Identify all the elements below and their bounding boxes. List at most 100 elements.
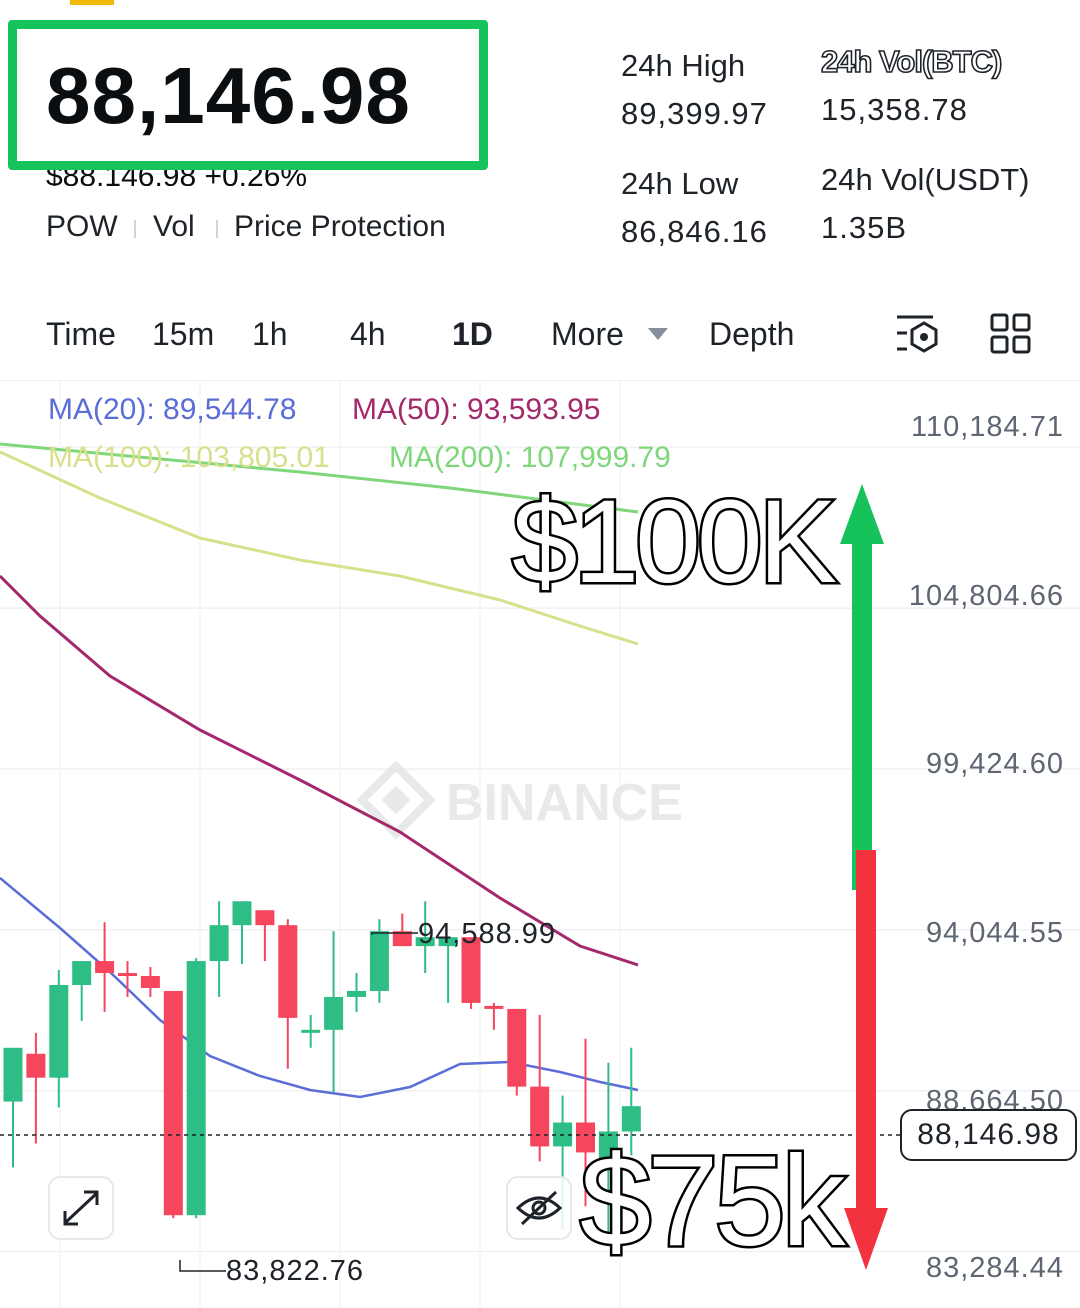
- high-marker-label: 94,588.99: [418, 918, 557, 950]
- tab-4h[interactable]: 4h: [350, 316, 386, 352]
- vol-usdt-value: 1.35B: [821, 210, 908, 245]
- high-marker-leader: [371, 932, 418, 935]
- tab-1d[interactable]: 1D: [452, 316, 493, 352]
- tab-1h[interactable]: 1h: [252, 316, 288, 352]
- candle-body: [140, 976, 160, 988]
- chevron-down-icon[interactable]: [648, 328, 668, 340]
- candle: [118, 961, 137, 997]
- candle: [163, 990, 183, 1219]
- candle-body: [415, 937, 435, 947]
- candle-body: [72, 961, 92, 985]
- expand-icon: [63, 1190, 99, 1226]
- candle: [598, 1062, 618, 1236]
- expand-button[interactable]: [48, 1176, 114, 1240]
- candle: [576, 1038, 595, 1207]
- candle: [209, 901, 229, 997]
- price-highlight-box: [8, 20, 488, 170]
- candle: [26, 1032, 46, 1144]
- tab-more[interactable]: More: [551, 316, 624, 352]
- candle: [507, 1008, 527, 1096]
- vol-link[interactable]: Vol: [153, 210, 195, 243]
- watermark-logo: [356, 760, 436, 840]
- candle-body: [49, 984, 69, 1078]
- candle-body: [26, 1053, 46, 1078]
- candle-body: [438, 937, 458, 947]
- candle-body: [278, 925, 298, 1018]
- ma20-label: MA(20): 89,544.78: [48, 393, 297, 426]
- candle: [278, 919, 298, 1069]
- up-arrow: [840, 484, 884, 890]
- candle-body: [255, 910, 275, 926]
- chart-grid: [0, 380, 1080, 1308]
- candle: [392, 913, 412, 947]
- high-value: 89,399.97: [621, 96, 768, 131]
- candle-body: [3, 1047, 23, 1102]
- last-price: 88,146.98: [46, 51, 411, 140]
- y-tick: 104,804.66: [908, 580, 1064, 612]
- candle: [95, 922, 115, 1012]
- candle: [324, 931, 344, 1093]
- candle: [461, 937, 481, 1009]
- ma100-label: MA(100): 103,805.01: [48, 441, 330, 474]
- candle-body: [576, 1122, 595, 1153]
- candle: [72, 961, 92, 1021]
- candlestick-chart[interactable]: BINANCE: [0, 380, 1080, 1308]
- candle-body: [369, 931, 389, 991]
- candle-body: [484, 1005, 504, 1009]
- candle: [484, 1002, 504, 1030]
- candle-body: [301, 1029, 321, 1033]
- high-label: 24h High: [621, 48, 746, 83]
- low-label: 24h Low: [621, 166, 739, 201]
- candle-body: [209, 925, 229, 962]
- low-value: 86,846.16: [621, 214, 768, 249]
- ma200-line: [0, 442, 639, 514]
- y-tick: 99,424.60: [925, 748, 1064, 780]
- divider: [134, 220, 136, 238]
- pow-link[interactable]: POW: [46, 210, 118, 243]
- watermark-text: BINANCE: [446, 774, 683, 832]
- candle-body: [232, 901, 252, 926]
- candle-body: [598, 1131, 618, 1165]
- active-tab-indicator: [70, 0, 114, 5]
- chart-settings-icon[interactable]: [893, 311, 941, 357]
- candle: [438, 937, 458, 1003]
- candle: [415, 901, 435, 974]
- ma50-line: [0, 574, 639, 967]
- low-marker-leader: [179, 1260, 226, 1272]
- ma50-label: MA(50): 93,593.95: [352, 393, 601, 426]
- candle-body: [118, 973, 137, 977]
- y-tick: 110,184.71: [911, 411, 1064, 443]
- ma200-label: MA(200): 107,999.79: [389, 441, 671, 474]
- candle: [186, 958, 206, 1219]
- y-tick: 83,284.44: [925, 1252, 1064, 1284]
- candle-body: [530, 1086, 550, 1147]
- candle: [347, 973, 366, 1012]
- candles: [3, 901, 641, 1236]
- vol-btc-label: 24h Vol(BTC): [820, 43, 1003, 80]
- candle-body: [95, 961, 115, 974]
- hide-indicators-button[interactable]: [506, 1176, 572, 1240]
- candle: [49, 970, 69, 1108]
- tab-time[interactable]: Time: [46, 316, 116, 352]
- tab-depth[interactable]: Depth: [709, 316, 795, 352]
- candle: [530, 1014, 550, 1162]
- vol-btc-value: 15,358.78: [821, 92, 968, 127]
- candle-body: [347, 990, 366, 997]
- divider: [216, 220, 218, 238]
- ma20-line: [0, 877, 639, 1099]
- target-up-overlay: $100K: [509, 474, 839, 611]
- candle: [3, 1047, 23, 1168]
- tab-15m[interactable]: 15m: [152, 316, 215, 352]
- candle: [369, 919, 389, 1003]
- candle-body: [324, 996, 344, 1030]
- ma100-line: [0, 450, 639, 646]
- price-protection-link[interactable]: Price Protection: [234, 210, 446, 243]
- current-price-tag[interactable]: 88,146.98: [900, 1109, 1077, 1161]
- candle-body: [392, 931, 412, 947]
- hide-icon: [515, 1190, 563, 1226]
- candle: [232, 901, 252, 965]
- grid-layout-icon[interactable]: [989, 312, 1033, 356]
- candle-body: [163, 990, 183, 1216]
- candle: [255, 910, 275, 962]
- vol-usdt-label: 24h Vol(USDT): [821, 162, 1030, 197]
